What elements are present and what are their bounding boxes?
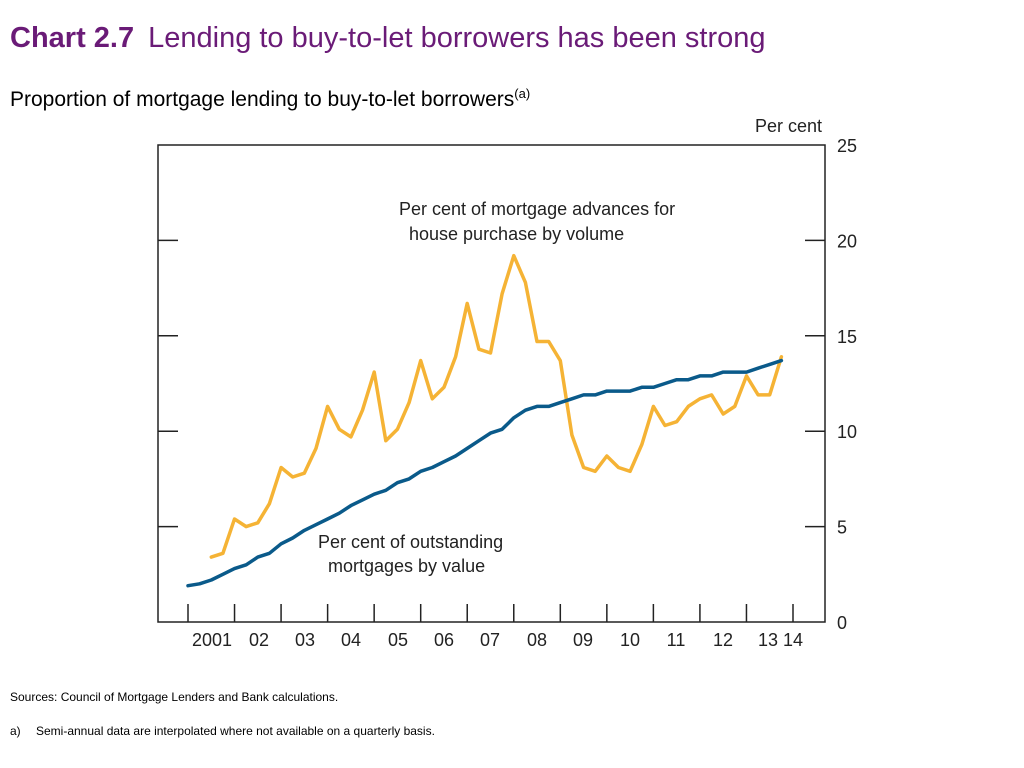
y-tick-label: 25 bbox=[837, 136, 857, 156]
x-tick-label: 04 bbox=[341, 630, 361, 650]
chart-subtitle-text: Proportion of mortgage lending to buy-to… bbox=[10, 88, 515, 111]
series-line-advances bbox=[209, 253, 784, 559]
chart-title-text: Lending to buy-to-let borrowers has been… bbox=[148, 22, 766, 54]
x-tick-label: 09 bbox=[573, 630, 593, 650]
chart-subtitle: Proportion of mortgage lending to buy-to… bbox=[10, 86, 530, 112]
series-label-outstanding-line: mortgages by value bbox=[328, 556, 485, 576]
y-tick-label: 10 bbox=[837, 422, 857, 442]
x-tick-label: 2001 bbox=[192, 630, 232, 650]
x-tick-label: 02 bbox=[249, 630, 269, 650]
series-label-advances-line: house purchase by volume bbox=[409, 224, 624, 244]
x-tick-label: 13 bbox=[758, 630, 778, 650]
subtitle-footnote-marker: (a) bbox=[514, 86, 531, 101]
x-tick-label: 12 bbox=[713, 630, 733, 650]
chart-number: Chart 2.7 bbox=[10, 22, 135, 54]
series-label-advances-line: Per cent of mortgage advances for bbox=[399, 199, 675, 219]
x-tick-label: 05 bbox=[388, 630, 408, 650]
y-tick-label: 15 bbox=[837, 327, 857, 347]
x-tick-label: 08 bbox=[527, 630, 547, 650]
y-tick-label: 20 bbox=[837, 231, 857, 251]
y-axis-unit-label: Per cent bbox=[755, 116, 823, 136]
x-tick-label: 06 bbox=[434, 630, 454, 650]
footnote-text: Semi-annual data are interpolated where … bbox=[36, 724, 435, 738]
x-tick-label: 14 bbox=[783, 630, 803, 650]
footnote-marker: a) bbox=[10, 724, 21, 738]
footnote: a) Semi-annual data are interpolated wher… bbox=[10, 724, 435, 738]
x-tick-label: 11 bbox=[667, 630, 686, 650]
y-tick-label: 0 bbox=[837, 613, 847, 633]
plot-frame bbox=[157, 144, 826, 623]
chart-title: Chart 2.7 Lending to buy-to-let borrowers… bbox=[10, 22, 766, 55]
x-tick-label: 07 bbox=[480, 630, 500, 650]
series-label-outstanding-line: Per cent of outstanding bbox=[318, 532, 503, 552]
sources-note: Sources: Council of Mortgage Lenders and… bbox=[10, 690, 339, 704]
x-tick-label: 03 bbox=[295, 630, 315, 650]
x-tick-label: 10 bbox=[620, 630, 640, 650]
y-tick-label: 5 bbox=[837, 518, 847, 538]
series-line-outstanding bbox=[186, 358, 784, 588]
